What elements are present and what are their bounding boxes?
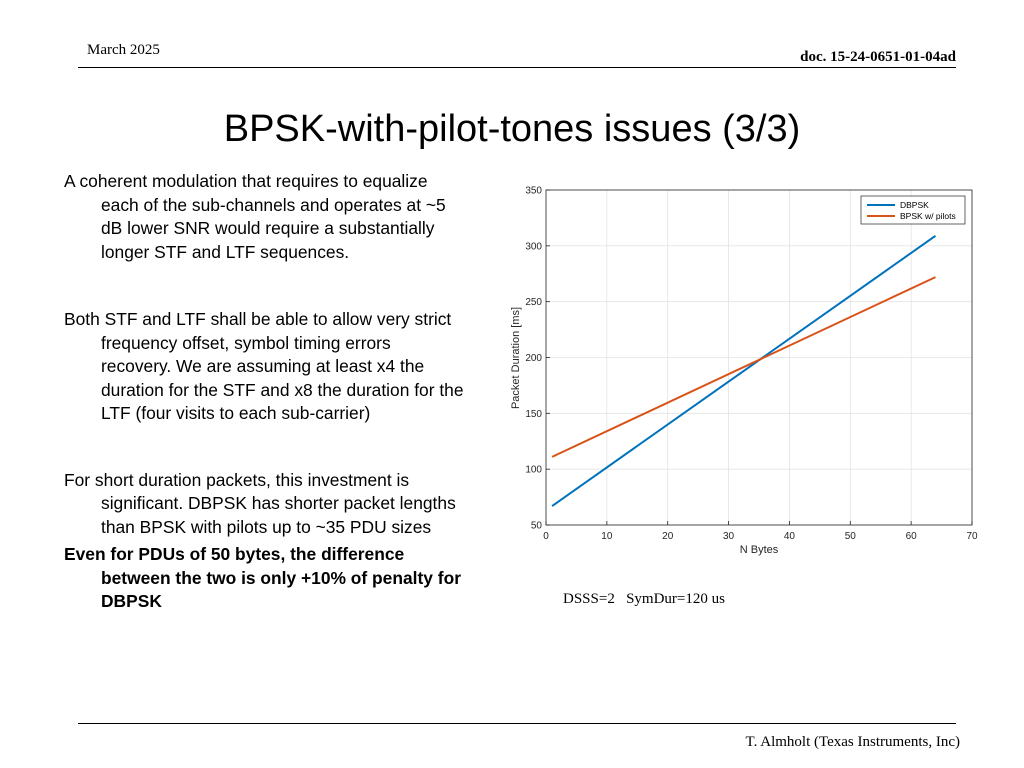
series-line-bpsk-w-pilots [551, 276, 936, 458]
paragraph-50-byte-penalty: Even for PDUs of 50 bytes, the differenc… [64, 544, 461, 611]
y-tick-label: 100 [525, 465, 542, 476]
header-date: March 2025 [87, 42, 160, 58]
x-tick-label: 20 [662, 531, 674, 542]
y-tick-label: 200 [525, 353, 542, 364]
x-tick-label: 30 [723, 531, 735, 542]
legend-label-dbpsk: DBPSK [900, 200, 929, 210]
paragraph-coherent-modulation: A coherent modulation that requires to e… [64, 171, 446, 262]
x-axis-label: N Bytes [740, 544, 779, 556]
x-tick-label: 10 [601, 531, 613, 542]
y-tick-label: 50 [531, 521, 543, 532]
chart-caption: DSSS=2 SymDur=120 us [563, 591, 725, 607]
x-tick-label: 40 [784, 531, 796, 542]
x-tick-label: 70 [966, 531, 978, 542]
y-tick-label: 300 [525, 241, 542, 252]
footer-divider [78, 723, 956, 724]
series-lines [551, 234, 937, 507]
y-axis-label: Packet Duration [ms] [510, 307, 522, 409]
paragraph-stf-ltf-recovery: Both STF and LTF shall be able to allow … [64, 309, 464, 423]
x-tick-label: 60 [906, 531, 918, 542]
series-line-dbpsk [551, 234, 937, 507]
legend-label-bpsk-w-pilots: BPSK w/ pilots [900, 211, 956, 221]
y-tick-label: 150 [525, 409, 542, 420]
slide-title: BPSK-with-pilot-tones issues (3/3) [223, 108, 801, 150]
y-tick-label: 250 [525, 297, 542, 308]
legend-box [860, 195, 966, 225]
x-tick-label: 50 [845, 531, 857, 542]
packet-duration-chart: 0 10 20 30 40 50 60 70 50 100 150 200 250 300 350 N By… [510, 186, 978, 557]
axis-ticks: 0 10 20 30 40 50 60 70 50 100 150 200 250 300 350 [525, 186, 978, 543]
y-tick-label: 350 [525, 186, 542, 197]
paragraph-short-packets: For short duration packets, this investm… [64, 469, 456, 537]
header-divider [78, 67, 956, 68]
body-text: A coherent modulation that requires to e… [64, 170, 464, 614]
footer-author: T. Almholt (Texas Instruments, Inc) [745, 734, 960, 750]
header-doc-id: doc. 15-24-0651-01-04ad [800, 49, 956, 65]
x-tick-label: 0 [543, 531, 549, 542]
